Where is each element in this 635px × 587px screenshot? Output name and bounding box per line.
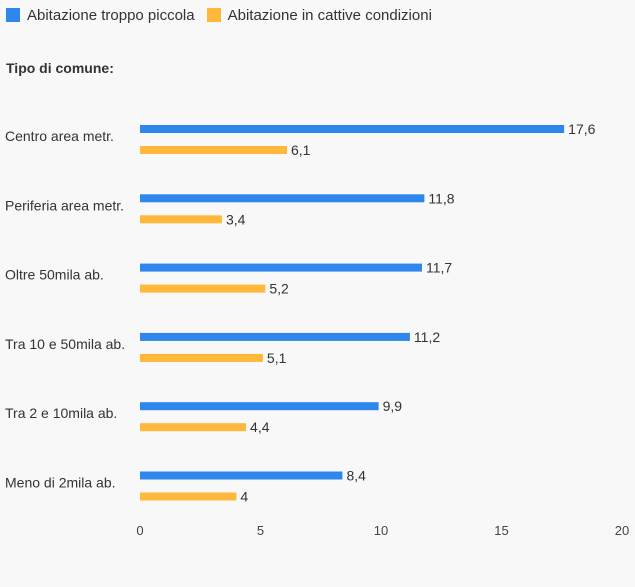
category-label-oltre-50mila-ab: Oltre 50mila ab. (5, 267, 104, 283)
data-label-meno-di-2mila-ab-series-1: 8,4 (346, 468, 366, 484)
data-label-oltre-50mila-ab-series-2: 5,2 (269, 281, 289, 297)
category-label-tra-2-e-10mila-ab: Tra 2 e 10mila ab. (5, 405, 117, 421)
bar-tra-10-e-50mila-ab-series-1 (140, 332, 410, 341)
data-label-periferia-area-metr-series-2: 3,4 (226, 211, 246, 227)
category-label-meno-di-2mila-ab: Meno di 2mila ab. (5, 475, 116, 491)
category-label-centro-area-metr: Centro area metr. (5, 128, 114, 144)
bar-periferia-area-metr-series-2 (140, 215, 222, 224)
bar-centro-area-metr-series-2 (140, 146, 288, 154)
bar-tra-10-e-50mila-ab-series-2 (140, 353, 263, 362)
legend: Abitazione troppo piccola Abitazione in … (6, 5, 444, 25)
x-tick-label-5: 5 (257, 523, 264, 538)
bar-meno-di-2mila-ab-series-1 (140, 471, 343, 480)
legend-item-small-dwelling[interactable]: Abitazione troppo piccola (6, 7, 195, 24)
bar-meno-di-2mila-ab-series-2 (140, 492, 237, 501)
data-label-meno-di-2mila-ab-series-2: 4 (240, 489, 248, 505)
legend-swatch-bad-condition (206, 8, 221, 22)
data-label-tra-10-e-50mila-ab-series-1: 11,2 (414, 329, 440, 345)
bar-oltre-50mila-ab-series-2 (140, 284, 266, 293)
data-label-centro-area-metr-series-1: 17,6 (568, 121, 595, 137)
category-label-periferia-area-metr: Periferia area metr. (5, 197, 124, 213)
legend-item-bad-condition[interactable]: Abitazione in cattive condizioni (206, 6, 432, 24)
bar-tra-2-e-10mila-ab-series-2 (140, 423, 247, 432)
x-tick-label-20: 20 (615, 523, 629, 538)
legend-label-small-dwelling: Abitazione troppo piccola (27, 6, 195, 24)
legend-label-bad-condition: Abitazione in cattive condizioni (227, 6, 432, 24)
data-label-centro-area-metr-series-2: 6,1 (291, 142, 311, 158)
data-label-tra-2-e-10mila-ab-series-1: 9,9 (383, 398, 403, 414)
x-tick-label-15: 15 (494, 523, 508, 538)
data-label-tra-10-e-50mila-ab-series-2: 5,1 (267, 350, 287, 366)
x-tick-label-0: 0 (136, 523, 143, 538)
x-tick-label-10: 10 (374, 523, 388, 538)
bar-tra-2-e-10mila-ab-series-1 (140, 402, 379, 411)
category-label-tra-10-e-50mila-ab: Tra 10 e 50mila ab. (5, 336, 125, 352)
data-label-periferia-area-metr-series-1: 11,8 (428, 190, 454, 206)
data-label-oltre-50mila-ab-series-1: 11,7 (426, 260, 452, 276)
data-label-tra-2-e-10mila-ab-series-2: 4,4 (250, 419, 270, 435)
group-title: Tipo di comune: (6, 60, 114, 76)
bar-periferia-area-metr-series-1 (140, 194, 425, 203)
legend-swatch-small-dwelling (6, 8, 20, 22)
bar-centro-area-metr-series-1 (140, 125, 565, 133)
bar-oltre-50mila-ab-series-1 (140, 263, 422, 272)
